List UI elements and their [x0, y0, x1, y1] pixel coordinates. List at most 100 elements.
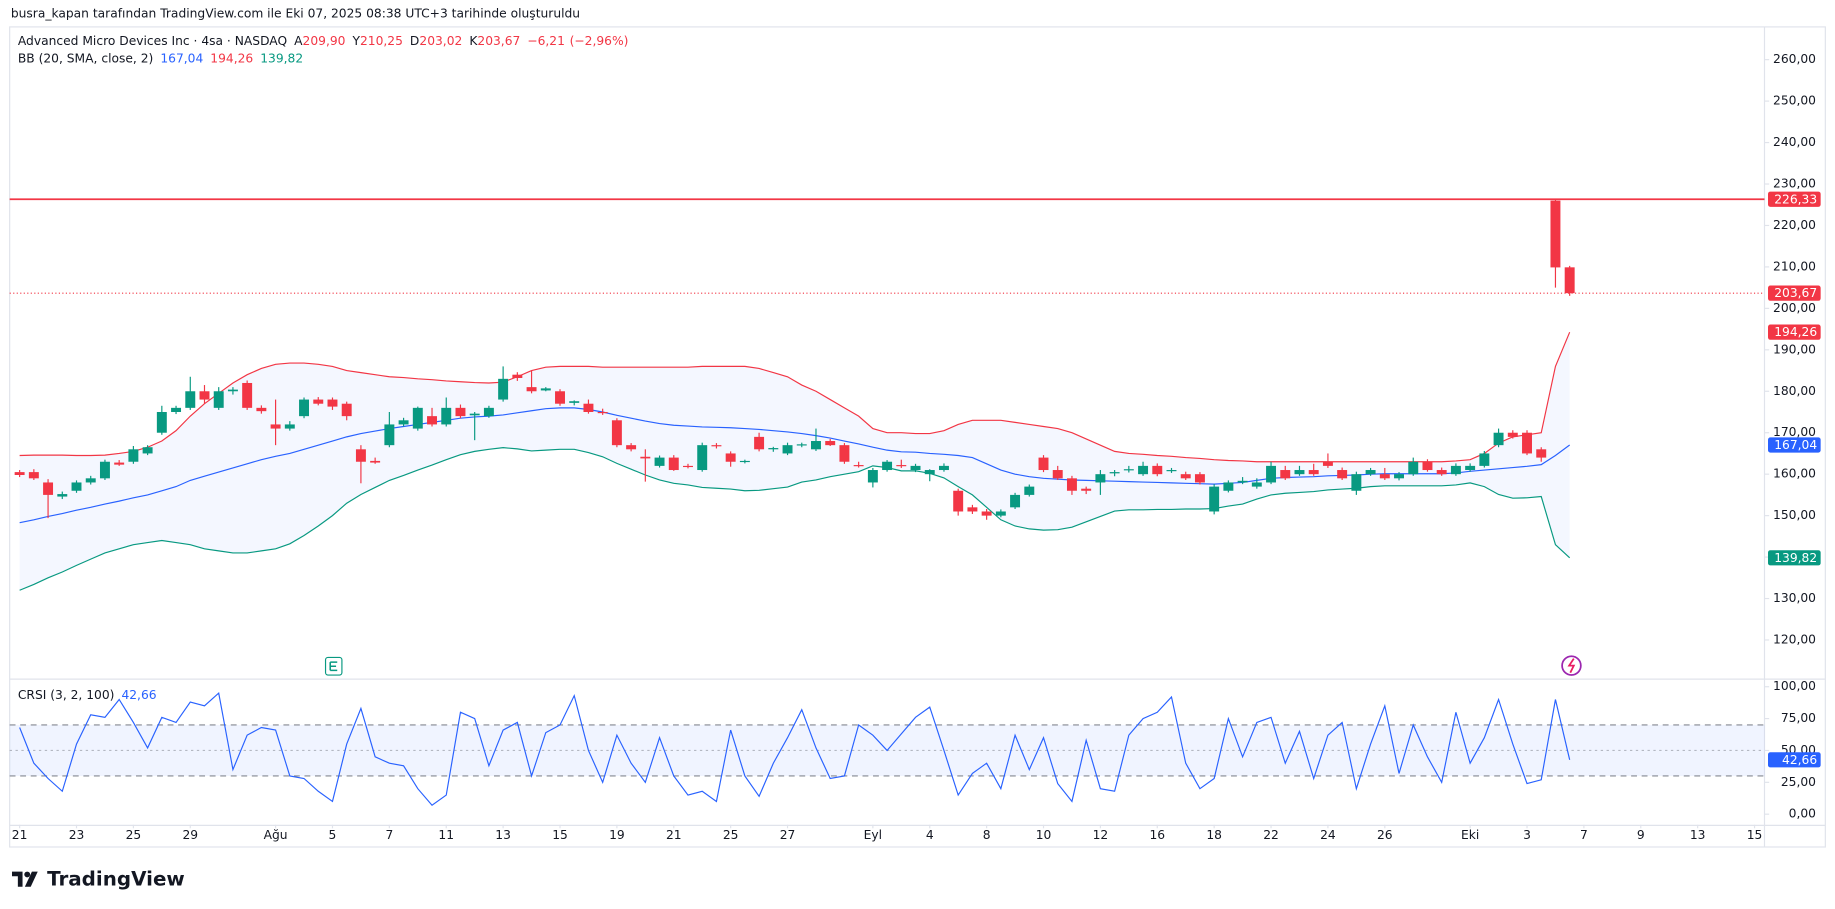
candle-body: [995, 511, 1006, 516]
ohlc-prefix: Y: [352, 33, 361, 47]
candle-body: [924, 470, 935, 475]
x-tick-label: 5: [329, 828, 337, 842]
candle-body: [171, 407, 182, 412]
bb-value: 167,04: [160, 51, 203, 65]
y-tick-label: 160,00: [1773, 467, 1816, 481]
candle-body: [1550, 200, 1561, 268]
price-tag-label: 139,82: [1774, 551, 1817, 565]
candle-body: [853, 465, 864, 467]
candle-body: [1209, 486, 1220, 512]
legend-bb: BB (20, SMA, close, 2) 167,04 194,26 139,82: [18, 51, 303, 65]
candle-body: [441, 407, 452, 425]
candle-body: [668, 457, 679, 471]
x-tick-label: 27: [780, 828, 796, 842]
candle-body: [1010, 494, 1021, 508]
candle-body: [43, 482, 54, 495]
y-tick-label: 25,00: [1781, 775, 1816, 789]
candle-body: [697, 445, 708, 471]
bollinger-band-fill: [19, 332, 1570, 591]
y-tick-label: 240,00: [1773, 135, 1816, 149]
candle-body: [156, 411, 167, 433]
candle-body: [1536, 449, 1547, 458]
y-tick-label: 190,00: [1773, 342, 1816, 356]
candle-body: [370, 460, 381, 463]
dividend-icon[interactable]: [1561, 655, 1582, 676]
candle-body: [1337, 470, 1348, 479]
y-tick-label: 220,00: [1773, 218, 1816, 232]
candle-body: [597, 411, 608, 414]
candle-body: [142, 447, 153, 454]
candle-body: [1365, 470, 1376, 475]
bollinger-upper: [19, 331, 1571, 463]
candle-body: [498, 378, 509, 400]
candle-body: [1351, 474, 1362, 491]
ohlc-value: 203,67: [477, 33, 520, 47]
candle-body: [768, 448, 779, 450]
bollinger-basis: [19, 407, 1571, 524]
x-tick-label: 25: [723, 828, 739, 842]
x-tick-label: 13: [1690, 828, 1706, 842]
y-tick-label: 250,00: [1773, 94, 1816, 108]
price-tag-label: 226,33: [1774, 192, 1817, 206]
x-tick-label: 15: [552, 828, 568, 842]
candle-body: [512, 374, 523, 379]
crsi-name: CRSI (3, 2, 100): [18, 687, 115, 701]
candle-body: [1194, 474, 1205, 483]
crsi-line: [19, 691, 1571, 807]
x-tick-label: 10: [1036, 828, 1052, 842]
candle-body: [213, 391, 224, 408]
x-tick-label: 13: [495, 828, 511, 842]
bb-name: BB (20, SMA, close, 2): [18, 51, 153, 65]
x-tick-label: 8: [983, 828, 991, 842]
price-tag: [1768, 550, 1821, 566]
ohlc-value: 210,25: [360, 33, 403, 47]
candle-body: [71, 482, 82, 491]
candle-body: [1493, 432, 1504, 446]
candle-body: [825, 441, 836, 446]
x-tick-label: 23: [69, 828, 85, 842]
attribution: busra_kapan tarafından TradingView.com i…: [11, 7, 580, 21]
x-tick-label: 7: [1580, 828, 1588, 842]
candle-body: [981, 511, 992, 516]
candle-body: [782, 445, 793, 454]
candle-body: [114, 462, 125, 465]
ohlc-value: 209,90: [303, 33, 346, 47]
candle-body: [1109, 472, 1120, 474]
x-tick-label: 9: [1637, 828, 1645, 842]
candle-body: [1052, 470, 1063, 479]
candle-body: [739, 460, 750, 463]
crsi-value: 42,66: [121, 687, 156, 701]
price-tag: [1768, 285, 1821, 301]
x-tick-label: 24: [1320, 828, 1336, 842]
candle-body: [583, 403, 594, 412]
candle-body: [811, 441, 821, 450]
legend-title: Advanced Micro Devices Inc · 4sa · NASDA…: [18, 33, 629, 47]
x-tick-label: Eyl: [864, 828, 882, 842]
candle-body: [1507, 432, 1518, 437]
bollinger-lower: [19, 447, 1571, 591]
candle-body: [1180, 474, 1191, 479]
candle-body: [938, 465, 949, 471]
candle-body: [427, 416, 437, 425]
candle-body: [611, 420, 622, 446]
candle-body: [555, 391, 565, 404]
x-tick-label: 26: [1377, 828, 1393, 842]
candle-body: [455, 407, 466, 417]
candle-body: [1308, 470, 1319, 475]
price-tag: [1768, 191, 1821, 207]
y-tick-label: 210,00: [1773, 259, 1816, 273]
candle-body: [896, 465, 907, 467]
x-tick-label: 7: [385, 828, 393, 842]
y-tick-label: 0,00: [1789, 807, 1816, 821]
candle-body: [1394, 474, 1404, 479]
candle-body: [1479, 453, 1490, 466]
candle-body: [185, 391, 196, 408]
price-tag: [1768, 324, 1821, 340]
chart-frame: [9, 26, 1826, 848]
candle-body: [483, 407, 494, 417]
earnings-icon[interactable]: [324, 656, 343, 676]
candle-body: [626, 445, 637, 450]
candle-body: [1038, 457, 1049, 471]
dividend-icon-bolt: [1567, 658, 1576, 674]
